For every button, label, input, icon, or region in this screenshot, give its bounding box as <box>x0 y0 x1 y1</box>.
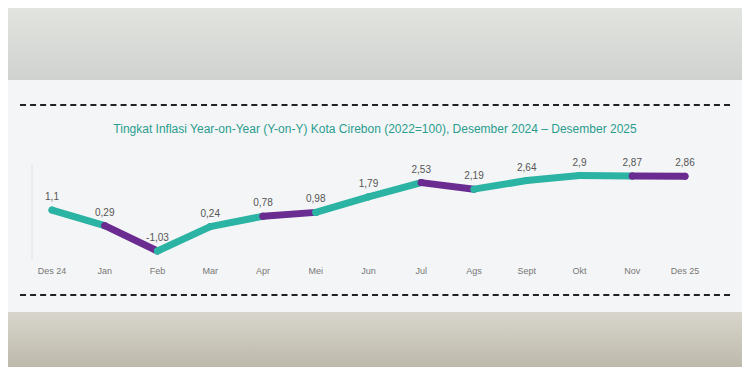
svg-text:Nov: Nov <box>624 266 641 276</box>
svg-text:Feb: Feb <box>150 266 166 276</box>
html-text:Tingkat Inflasi Year-on-Year (: Tingkat Inflasi Year-on-Year (Y-on-Y) Ko… <box>113 122 637 136</box>
svg-text:1,1: 1,1 <box>45 191 59 202</box>
svg-text:0,78: 0,78 <box>253 197 273 208</box>
svg-text:Jan: Jan <box>97 266 112 276</box>
svg-text:Ags: Ags <box>466 266 482 276</box>
svg-text:Okt: Okt <box>572 266 587 276</box>
svg-text:2,87: 2,87 <box>623 157 643 168</box>
svg-text:Mei: Mei <box>308 266 323 276</box>
svg-text:-1,03: -1,03 <box>146 232 169 243</box>
svg-text:2,53: 2,53 <box>412 164 432 175</box>
svg-text:1,79: 1,79 <box>359 178 379 189</box>
svg-text:2,19: 2,19 <box>464 170 484 181</box>
svg-text:Apr: Apr <box>256 266 270 276</box>
svg-text:Jul: Jul <box>415 266 427 276</box>
svg-text:0,24: 0,24 <box>201 208 221 219</box>
svg-text:0,29: 0,29 <box>95 207 115 218</box>
svg-text:0,98: 0,98 <box>306 193 326 204</box>
svg-text:Mar: Mar <box>203 266 219 276</box>
svg-text:Jun: Jun <box>361 266 376 276</box>
svg-text:Sept: Sept <box>517 266 536 276</box>
svg-text:2,9: 2,9 <box>573 157 587 168</box>
svg-text:2,64: 2,64 <box>517 162 537 173</box>
svg-text:2,86: 2,86 <box>675 157 695 168</box>
svg-text:Des 24: Des 24 <box>38 266 67 276</box>
svg-text:Des 25: Des 25 <box>671 266 700 276</box>
